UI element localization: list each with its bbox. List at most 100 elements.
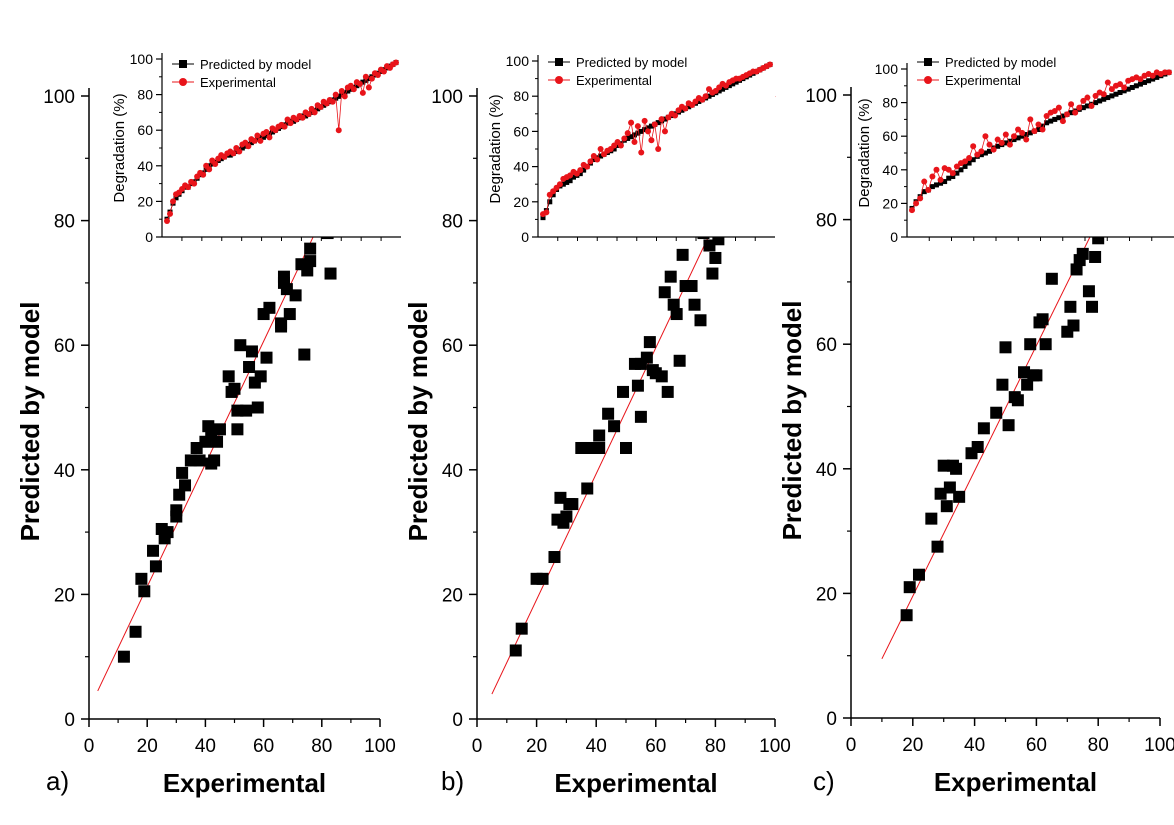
inset-experimental-point xyxy=(929,173,936,180)
inset-predicted-point xyxy=(1048,118,1054,124)
inset-experimental-point xyxy=(263,128,270,135)
x-tick-label: 60 xyxy=(645,736,666,757)
inset-experimental-point xyxy=(1064,111,1071,118)
inset-predicted-point xyxy=(1137,81,1143,87)
inset-experimental-point xyxy=(311,109,318,116)
data-point xyxy=(912,568,925,581)
data-point xyxy=(634,410,647,423)
inset-experimental-point xyxy=(185,184,192,191)
data-point xyxy=(161,526,174,539)
inset-predicted-point xyxy=(336,93,342,99)
inset-experimental-point xyxy=(587,158,594,165)
data-point xyxy=(971,440,984,453)
inset-predicted-point xyxy=(1015,135,1021,141)
inset-predicted-point xyxy=(233,149,239,155)
data-point xyxy=(685,280,698,293)
x-tick-label: 0 xyxy=(846,735,857,756)
inset-predicted-point xyxy=(1121,88,1127,94)
inset-experimental-point xyxy=(672,112,679,119)
legend-label-experimental: Experimental xyxy=(576,73,652,88)
data-point xyxy=(548,551,561,564)
inset-predicted-point xyxy=(929,184,935,190)
inset-experimental-point xyxy=(1100,91,1107,98)
inset-predicted-point xyxy=(642,127,648,133)
inset-predicted-point xyxy=(726,83,732,89)
x-tick-label: 40 xyxy=(195,736,216,757)
inset-experimental-point xyxy=(1031,128,1038,135)
data-point xyxy=(1076,247,1089,260)
inset-predicted-point xyxy=(1011,137,1017,143)
panel-3: 0 20 40 60 80 100020406080100ExperimentalPred… xyxy=(777,55,1174,797)
inset-experimental-point xyxy=(962,158,969,165)
inset-predicted-point xyxy=(716,88,722,94)
inset-experimental-point xyxy=(305,111,312,118)
inset-experimental-point xyxy=(200,171,207,178)
panel-label: a) xyxy=(46,766,69,796)
inset-experimental-point xyxy=(621,135,628,142)
inset-predicted-point xyxy=(285,120,291,126)
inset-experimental-point xyxy=(287,120,294,127)
inset-predicted-point xyxy=(591,157,597,163)
inset-predicted-point xyxy=(227,152,233,158)
inset-experimental-point xyxy=(1002,131,1009,138)
inset-experimental-point xyxy=(368,75,375,82)
x-tick-label: 20 xyxy=(137,736,158,757)
inset-experimental-point xyxy=(1117,81,1124,88)
inset-predicted-point xyxy=(581,167,587,173)
data-point xyxy=(515,622,528,635)
data-point xyxy=(1024,338,1037,351)
inset-y-tick-label: 20 xyxy=(137,193,153,209)
y-axis-title: Predicted by model xyxy=(15,302,45,542)
inset-experimental-point xyxy=(1059,118,1066,125)
x-axis-title: Experimental xyxy=(163,768,326,798)
inset-predicted-point xyxy=(655,120,661,126)
inset-predicted-point xyxy=(1007,138,1013,144)
data-point xyxy=(1045,272,1058,285)
inset-background xyxy=(907,63,1174,237)
inset-predicted-point xyxy=(315,106,321,112)
inset-predicted-point xyxy=(628,134,634,140)
data-point xyxy=(304,255,317,268)
data-point xyxy=(566,498,579,511)
inset-experimental-point xyxy=(594,156,601,163)
inset-predicted-point xyxy=(946,175,952,181)
data-point xyxy=(900,609,913,622)
inset-predicted-point xyxy=(696,98,702,104)
data-point xyxy=(254,370,267,383)
data-point xyxy=(940,500,953,513)
data-point xyxy=(176,466,189,479)
inset-experimental-point xyxy=(1076,104,1083,111)
data-point xyxy=(581,482,594,495)
inset-experimental-point xyxy=(628,119,635,126)
data-point xyxy=(620,441,632,454)
inset-experimental-point xyxy=(949,170,956,177)
inset-legend: Predicted by model Experimental xyxy=(548,55,687,88)
inset-experimental-point xyxy=(230,150,237,157)
inset-y-tick-label: 100 xyxy=(506,53,530,69)
y-tick-label: 20 xyxy=(816,584,837,605)
data-point xyxy=(275,320,288,333)
inset-predicted-point xyxy=(1035,126,1041,132)
inset-predicted-point xyxy=(239,145,245,151)
inset-predicted-point xyxy=(978,152,984,158)
inset-experimental-point xyxy=(597,146,604,152)
inset-y-axis-title: Degradation (%) xyxy=(111,93,128,202)
inset-background xyxy=(538,55,775,237)
inset-experimental-point xyxy=(245,143,252,150)
data-point xyxy=(147,544,160,557)
inset-predicted-point xyxy=(291,118,297,124)
y-tick-label: 20 xyxy=(442,585,463,606)
inset-experimental-point xyxy=(236,148,243,155)
inset-experimental-point xyxy=(365,84,372,91)
data-point xyxy=(245,345,258,358)
inset-experimental-point xyxy=(1121,84,1128,91)
inset-predicted-point xyxy=(938,180,944,186)
inset-experimental-point xyxy=(1015,126,1022,133)
panel-label: b) xyxy=(441,766,464,796)
inset-experimental-point xyxy=(1051,108,1058,114)
y-tick-label: 0 xyxy=(64,710,75,731)
inset-predicted-point xyxy=(615,142,621,148)
inset-predicted-point xyxy=(550,192,556,198)
inset-experimental-point xyxy=(359,89,366,96)
inset-predicted-point xyxy=(987,148,993,154)
